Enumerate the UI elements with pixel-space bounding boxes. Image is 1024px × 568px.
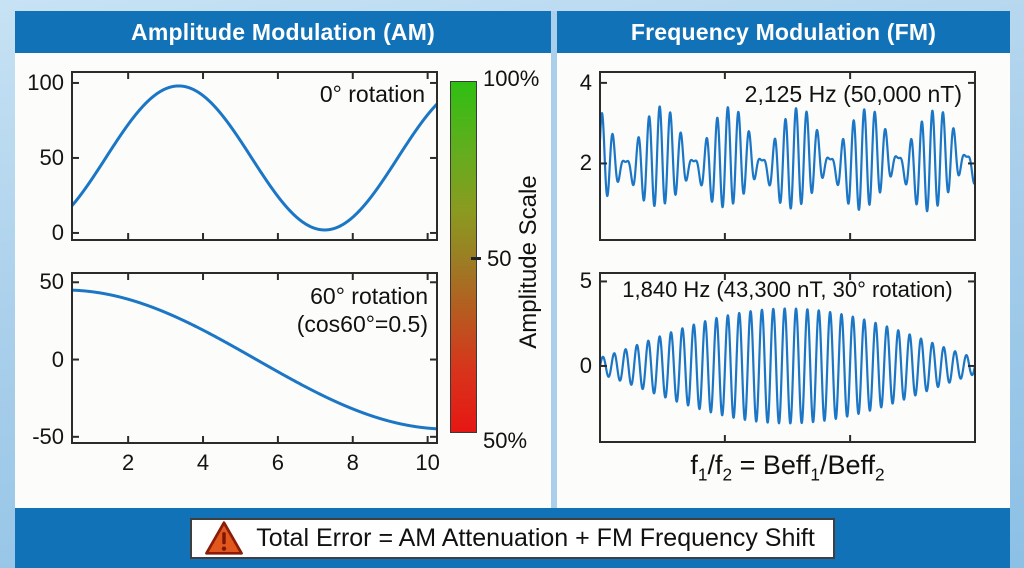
ratio-equation: f1/f2 = Beff1/Beff2 [600,450,975,485]
fm-section-title: Frequency Modulation (FM) [630,18,937,45]
fm-section-header: Frequency Modulation (FM) [557,11,1010,53]
fm-top-annotation: 2,125 Hz (50,000 nT) [744,81,962,107]
am-bottom-annotation: 60° rotation (cos60°=0.5) [297,282,428,338]
x-tick-label: 10 [415,450,440,475]
figure-canvas [15,53,1010,508]
warning-triangle-icon [205,521,244,555]
fm-top-plot [599,71,976,241]
y-tick-label: 100 [27,69,64,95]
colorbar-axis-label: Amplitude Scale [515,175,542,349]
y-tick-label: 2 [579,150,592,176]
y-tick-label: 0 [579,352,592,378]
am-top-plot [71,71,438,241]
equation-subscript: 2 [875,464,885,485]
x-tick-label: 2 [122,450,135,475]
y-tick-label: 50 [39,269,64,295]
am-bottom-annotation-line2: (cos60°=0.5) [296,311,428,338]
y-tick-label: 4 [579,69,592,95]
am-bottom-annotation-line1: 60° rotation [310,283,428,309]
am-section-title: Amplitude Modulation (AM) [131,18,435,45]
x-tick-label: 6 [271,450,285,475]
am-bottom-plot [71,272,438,444]
equation-term: /Beff [820,450,876,480]
y-tick-label: 5 [579,268,592,294]
colorbar-top-label: 100% [483,66,540,91]
equation-term: f [690,450,698,480]
warning-text: Total Error = AM Attenuation + FM Freque… [256,523,815,552]
colorbar-mid-label: 50 [487,246,512,271]
y-tick-label: -50 [32,423,64,449]
am-top-annotation: 0° rotation [319,81,425,107]
equation-subscript: 1 [810,464,820,485]
y-tick-label: 0 [51,219,64,245]
colorbar-bottom-label: 50% [483,428,528,453]
footer-banner: Total Error = AM Attenuation + FM Freque… [15,508,1010,568]
x-tick-label: 4 [196,450,210,475]
warning-box: Total Error = AM Attenuation + FM Freque… [190,517,835,559]
x-tick-label: 8 [346,450,359,475]
y-tick-label: 50 [39,144,64,170]
equation-term: = Beff [732,450,811,480]
equation-subscript: 2 [722,464,733,485]
equation-term: /f [707,450,723,480]
y-tick-label: 0 [51,346,64,372]
am-section-header: Amplitude Modulation (AM) [15,11,551,53]
equation-subscript: 1 [697,464,708,485]
fm-bottom-annotation: 1,840 Hz (43,300 nT, 30° rotation) [622,277,953,302]
section-divider [551,11,557,508]
fm-bottom-plot [599,272,976,443]
colorbar-mid-tick [471,257,481,260]
